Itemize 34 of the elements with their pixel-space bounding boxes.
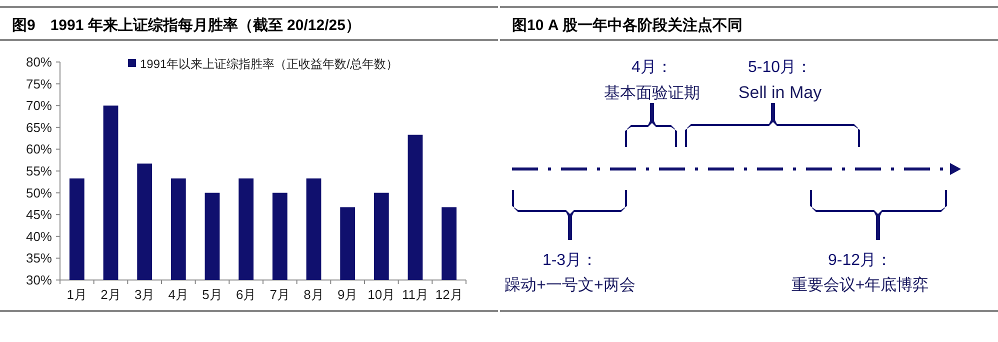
x-tick-label: 10月 <box>368 287 396 302</box>
legend-label: 1991年以来上证综指胜率（正收益年数/总年数） <box>140 57 398 71</box>
x-tick-label: 3月 <box>134 287 155 302</box>
text: 5-10月： <box>748 59 812 76</box>
y-tick-label: 35% <box>26 250 52 266</box>
x-tick-label: 5月 <box>202 287 222 302</box>
y-tick-label: 80% <box>26 54 52 70</box>
text: Sell in May <box>738 83 822 102</box>
x-tick-label: 4月 <box>168 287 189 302</box>
x-tick-label: 8月 <box>304 287 324 302</box>
x-tick-label: 2月 <box>100 287 121 302</box>
text: 图10 A 股一年中各阶段关注点不同 <box>512 16 742 34</box>
text: 1-3月： <box>542 252 598 269</box>
chart-title: 图9 1991 年来上证综指每月胜率（截至 20/12/25） <box>12 16 360 34</box>
text: 9-12月： <box>828 252 892 269</box>
y-tick-label: 30% <box>26 272 52 288</box>
x-tick-label: 11月 <box>402 287 428 302</box>
text: 基本面验证期 <box>604 84 700 102</box>
y-tick-label: 75% <box>26 76 52 92</box>
y-tick-label: 40% <box>26 228 52 244</box>
text: 躁动+一号文+两会 <box>504 276 636 294</box>
y-tick-label: 70% <box>26 98 52 114</box>
y-tick-label: 60% <box>26 142 52 157</box>
x-tick-label: 9月 <box>337 287 358 302</box>
x-tick-label: 6月 <box>236 287 256 302</box>
x-tick-label: 7月 <box>270 287 290 302</box>
y-tick-label: 55% <box>26 164 52 178</box>
text: 4月： <box>632 59 672 76</box>
text: 重要会议+年底博弈 <box>791 276 929 294</box>
x-tick-label: 12月 <box>435 287 463 302</box>
x-tick-label: 1月 <box>66 287 88 302</box>
y-tick-label: 65% <box>26 120 52 135</box>
y-tick-label: 50% <box>26 185 52 200</box>
y-tick-label: 45% <box>26 207 52 222</box>
